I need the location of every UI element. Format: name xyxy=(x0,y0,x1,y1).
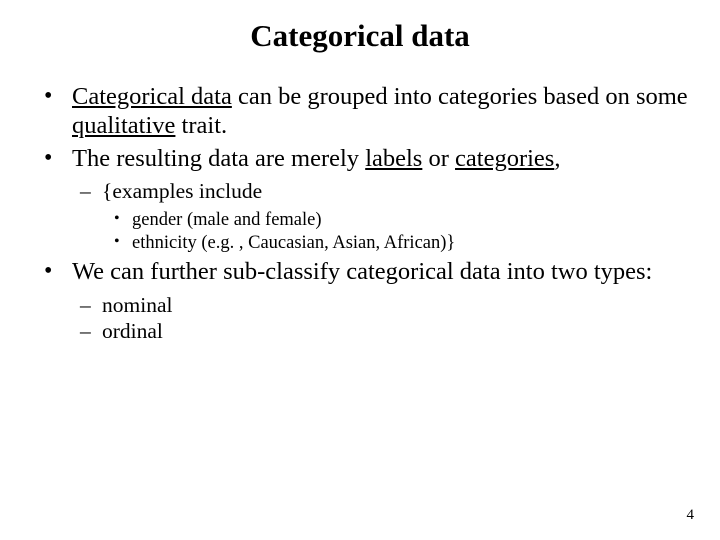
bullet-list-level1: Categorical data can be grouped into cat… xyxy=(30,82,690,344)
bullet-1-text-a: can be grouped into categories based on … xyxy=(232,83,688,110)
sub-nominal: nominal xyxy=(72,293,690,319)
bullet-2: The resulting data are merely labels or … xyxy=(30,144,690,255)
slide-title: Categorical data xyxy=(30,18,690,54)
bullet-3-text: We can further sub-classify categorical … xyxy=(72,258,652,285)
page-number: 4 xyxy=(687,507,695,524)
bullet-1: Categorical data can be grouped into cat… xyxy=(30,82,690,141)
bullet-list-level2-b: nominal ordinal xyxy=(72,293,690,345)
bullet-3: We can further sub-classify categorical … xyxy=(30,257,690,344)
bullet-1-underline: Categorical data xyxy=(72,83,232,110)
bullet-2-comma: , xyxy=(554,145,560,172)
sub-examples-text: {examples include xyxy=(102,179,262,203)
sub-ethnicity: ethnicity (e.g. , Caucasian, Asian, Afri… xyxy=(102,232,690,254)
bullet-2-categories: categories xyxy=(455,145,554,172)
sub-gender: gender (male and female) xyxy=(102,209,690,231)
slide-content: Categorical data can be grouped into cat… xyxy=(30,82,690,344)
sub-ordinal: ordinal xyxy=(72,319,690,345)
bullet-list-level3: gender (male and female) ethnicity (e.g.… xyxy=(102,209,690,254)
bullet-list-level2-a: {examples include gender (male and femal… xyxy=(72,179,690,254)
bullet-2-labels: labels xyxy=(365,145,422,172)
bullet-2-or: or xyxy=(422,145,455,172)
bullet-2-text-a: The resulting data are merely xyxy=(72,145,365,172)
bullet-1-text-b: trait. xyxy=(175,112,227,139)
sub-examples: {examples include gender (male and femal… xyxy=(72,179,690,254)
slide-container: Categorical data Categorical data can be… xyxy=(0,0,720,540)
bullet-1-qualitative: qualitative xyxy=(72,112,175,139)
